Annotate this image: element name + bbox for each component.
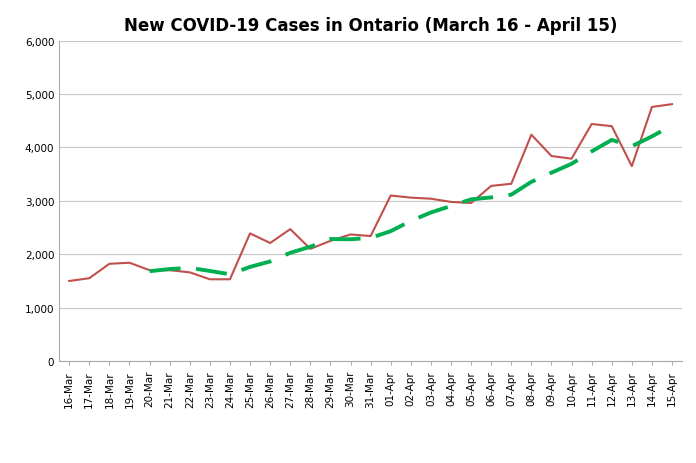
Title: New COVID-19 Cases in Ontario (March 16 - April 15): New COVID-19 Cases in Ontario (March 16 … [124,17,617,35]
